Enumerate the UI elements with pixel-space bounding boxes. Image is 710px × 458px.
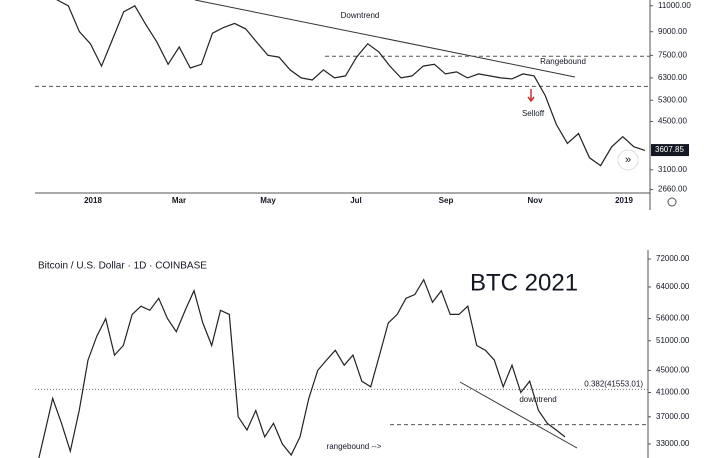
x-tick-label: 2019	[615, 196, 633, 205]
y-tick-label: 64000.00	[656, 282, 690, 291]
y-tick-label: 72000.00	[656, 254, 690, 263]
trend-line	[459, 381, 578, 449]
y-tick-label: 11000.00	[658, 1, 691, 10]
chart-title: Bitcoin / U.S. Dollar · 1D · COINBASE	[38, 261, 207, 272]
y-tick-label: 2660.00	[658, 185, 687, 194]
y-tick-label: 45000.00	[656, 366, 690, 375]
last-price-box	[651, 144, 689, 157]
y-tick-label: 56000.00	[656, 314, 690, 323]
trend-line	[194, 0, 576, 78]
chart-label: BTC 2021	[470, 269, 578, 296]
annotation: rangebound -->	[327, 442, 382, 451]
y-tick-label: 9000.00	[658, 27, 687, 36]
last-price-label: 3607.85	[655, 145, 684, 154]
x-tick-label: 2018	[84, 196, 102, 205]
y-tick-label: 4500.00	[658, 117, 687, 126]
y-tick-label: 37000.00	[656, 412, 690, 421]
price-line	[56, 0, 646, 167]
y-tick-label: 33000.00	[656, 439, 690, 448]
y-tick-label: 41000.00	[656, 388, 690, 397]
annotation: Downtrend	[341, 11, 380, 20]
price-line	[38, 278, 566, 458]
annotation: downtrend	[519, 395, 556, 404]
fib-label: 0.382(41553.01)	[584, 379, 643, 388]
y-tick-label: 5300.00	[658, 95, 687, 104]
arrow	[527, 89, 535, 103]
y-tick-label: 51000.00	[656, 336, 690, 345]
y-tick-label: 3100.00	[658, 165, 687, 174]
settings-icon[interactable]	[667, 197, 677, 207]
x-tick-label: Sep	[439, 196, 454, 205]
scroll-icon: »	[625, 154, 631, 166]
x-tick-label: Mar	[172, 196, 186, 205]
x-tick-label: Jul	[350, 196, 362, 205]
x-tick-label: May	[260, 196, 276, 205]
annotation: Rangebound	[540, 57, 586, 66]
scroll-button[interactable]	[617, 149, 639, 171]
y-tick-label: 7500.00	[658, 50, 687, 59]
annotation: Selloff	[522, 109, 545, 118]
y-tick-label: 6300.00	[658, 73, 687, 82]
x-tick-label: Nov	[527, 196, 543, 205]
